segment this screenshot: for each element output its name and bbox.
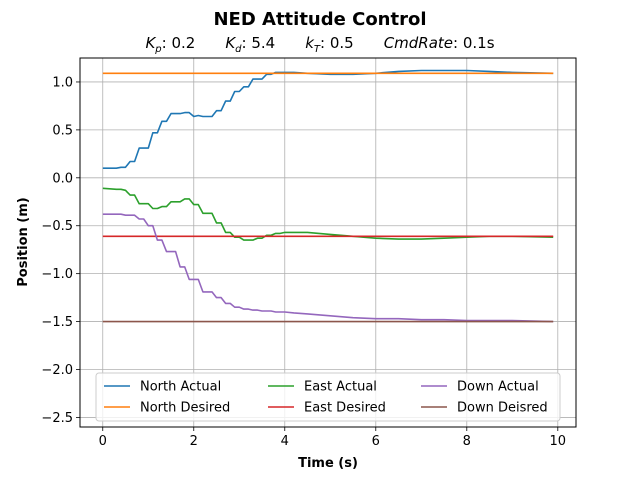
chart-subtitle: Kp: 0.2 Kd: 5.4 kT: 0.5 CmdRate: 0.1s: [145, 34, 494, 55]
kd-subscript: d: [235, 44, 242, 55]
cmd-rate-symbol: CmdRate: [384, 34, 453, 52]
y-tick-label: −1.5: [41, 315, 73, 330]
series-line-down-actual: [102, 213, 554, 323]
chart-title: NED Attitude Control: [213, 9, 426, 30]
x-tick-label: 6: [372, 434, 380, 449]
kp-subscript: p: [154, 44, 161, 55]
y-tick-label: 0.0: [52, 171, 73, 186]
plot-frame: [79, 57, 577, 428]
legend-label-down-actual: Down Actual: [457, 380, 539, 395]
x-tick-label: 0: [99, 434, 107, 449]
kp-symbol: K: [145, 34, 156, 52]
kt-subscript: T: [314, 44, 321, 55]
kp-value: : 0.2: [162, 34, 196, 52]
legend-label-east-actual: East Actual: [304, 380, 377, 395]
legend: North Actual North Desired East Actual East…: [95, 372, 561, 422]
legend-label-east-desired: East Desired: [304, 401, 386, 416]
y-tick-label: −2.0: [41, 363, 73, 378]
y-tick-label: −1.0: [41, 267, 73, 282]
x-tick-label: 4: [281, 434, 289, 449]
legend-label-north-actual: North Actual: [140, 380, 221, 395]
y-tick-label: 0.5: [52, 123, 73, 138]
x-tick-label: 2: [190, 434, 198, 449]
series-line-north-actual: [102, 69, 554, 169]
kt-value: : 0.5: [320, 34, 354, 52]
kt-symbol: k: [305, 34, 315, 52]
y-tick-label: −0.5: [41, 219, 73, 234]
y-axis-label: Position (m): [16, 197, 31, 286]
kd-value: : 5.4: [242, 34, 276, 52]
legend-label-north-desired: North Desired: [140, 401, 230, 416]
x-tick-label: 10: [550, 434, 567, 449]
legend-label-down-deisred: Down Deisred: [457, 401, 548, 416]
plot-lines: [102, 69, 554, 323]
y-tick-label: −2.5: [41, 411, 73, 426]
cmd-rate-value: : 0.1s: [453, 34, 495, 52]
y-tick-label: 1.0: [52, 75, 73, 90]
axis-ticks: 0 2 4 6 8 10 1.0 0.5 0.0 −0.5 −1.0 −1.5 −2.0 −2.5: [41, 75, 566, 449]
kd-symbol: K: [225, 34, 236, 52]
legend-box: [95, 372, 561, 422]
x-axis-label: Time (s): [298, 456, 358, 471]
x-tick-label: 8: [463, 434, 471, 449]
